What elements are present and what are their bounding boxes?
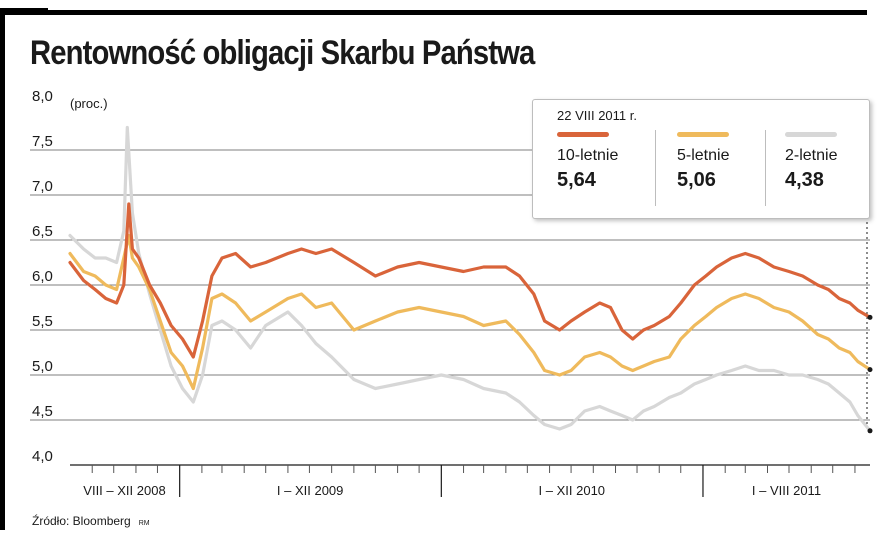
legend-item-5-letnie: 5-letnie 5,06: [677, 132, 729, 192]
x-period-label: I – VIII 2011: [752, 483, 821, 498]
y-tick-label: 5,5: [32, 313, 53, 330]
legend-name-10-letnie: 10-letnie: [557, 147, 619, 164]
series-line-5-letnie: [68, 233, 872, 391]
y-tick-label: 4,0: [32, 448, 53, 465]
y-tick-label: 6,0: [32, 268, 53, 285]
legend-value-10-letnie: 5,64: [557, 169, 596, 191]
series-end-marker-5-letnie: [867, 367, 873, 373]
y-tick-label: 8,0: [32, 88, 53, 105]
legend-date: 22 VIII 2011 r.: [557, 108, 637, 123]
x-axis: VIII – XII 2008 I – XII 2009 I – XII 2010 I…: [70, 217, 870, 498]
x-period-label: I – XII 2010: [539, 483, 606, 498]
y-tick-label: 7,5: [32, 133, 53, 150]
source-credit: RM: [138, 520, 150, 527]
y-tick-label: 7,0: [32, 178, 53, 195]
legend-swatch-2-letnie: [785, 132, 837, 137]
y-axis-unit-label: (proc.): [70, 96, 108, 111]
legend-divider: [765, 130, 766, 206]
y-tick-label: 6,5: [32, 223, 53, 240]
frame-left-rule: [0, 14, 5, 530]
y-tick-label: 5,0: [32, 358, 53, 375]
y-tick-label: 4,5: [32, 403, 53, 420]
legend-swatch-5-letnie: [677, 132, 729, 137]
series-end-marker-10-letnie: [867, 314, 873, 320]
legend-divider: [655, 130, 656, 206]
series-line-10-letnie: [68, 202, 872, 359]
source-note: Źródło: Bloomberg RM: [32, 514, 150, 528]
y-axis-label-group: (proc.): [70, 96, 108, 111]
frame-top-rule: [5, 10, 867, 15]
legend-name-2-letnie: 2-letnie: [785, 147, 838, 164]
series-line-2-letnie: [68, 125, 872, 433]
legend-item-2-letnie: 2-letnie 4,38: [785, 132, 837, 192]
x-period-label: VIII – XII 2008: [83, 483, 165, 498]
last-value-markers: [867, 314, 873, 434]
x-period-label: I – XII 2009: [277, 483, 344, 498]
y-axis-ticks: 4,0 4,5 5,0 5,5 6,0 6,5 7,0 7,5 8,0: [32, 88, 53, 465]
legend-name-5-letnie: 5-letnie: [677, 147, 730, 164]
source-text: Źródło: Bloomberg: [32, 514, 131, 528]
legend-box: 22 VIII 2011 r. 10-letnie 5,64 5-letnie …: [532, 99, 870, 219]
legend-swatch-10-letnie: [557, 132, 609, 137]
legend-value-2-letnie: 4,38: [785, 169, 824, 191]
legend-item-10-letnie: 10-letnie 5,64: [557, 132, 618, 192]
series-lines: [68, 125, 872, 433]
legend-value-5-letnie: 5,06: [677, 169, 716, 191]
chart-title: Rentowność obligacji Skarbu Państwa: [30, 34, 535, 72]
series-end-marker-2-letnie: [867, 428, 873, 434]
